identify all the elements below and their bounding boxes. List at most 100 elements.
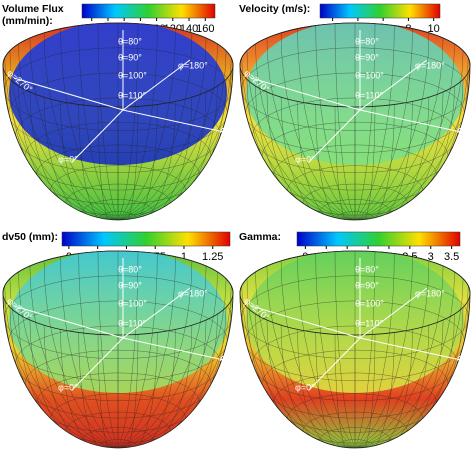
angle-label: θ=90°	[355, 280, 379, 290]
spoke	[122, 287, 191, 339]
colorbar-tick-label: 1.25	[202, 251, 223, 263]
mesh-line	[354, 332, 395, 448]
angle-label: θ=110°	[355, 90, 384, 100]
mesh-line	[241, 285, 356, 448]
mesh-line	[280, 325, 356, 448]
mesh-line	[29, 265, 119, 448]
panel: 00.511.522.533.5Gamma:θ=80°θ=90°θ=100°θ=…	[239, 231, 474, 449]
mesh-line	[354, 278, 464, 448]
mesh-line	[354, 43, 455, 220]
angle-label: φ=0°	[295, 154, 315, 164]
mesh-line	[354, 271, 455, 448]
mesh-line	[29, 91, 119, 220]
mesh-line	[117, 97, 193, 220]
mesh-line	[354, 329, 413, 448]
rim	[2, 22, 234, 108]
mesh-line	[9, 50, 119, 220]
angle-label: φ=90°	[455, 353, 474, 380]
angle-label: θ=80°	[355, 36, 379, 46]
mesh-line	[297, 256, 356, 448]
mesh-line	[78, 253, 119, 448]
mesh-line	[241, 57, 356, 220]
mesh-line	[354, 91, 444, 220]
mesh-line	[315, 253, 356, 448]
angle-label: φ=90°	[218, 125, 239, 152]
angle-label: φ=90°	[455, 125, 474, 152]
colorbar-label: dv50 (mm):	[2, 231, 58, 243]
angle-label: φ=180°	[415, 60, 445, 70]
mesh-line	[117, 253, 158, 448]
colorbar-label: (mm/min):	[2, 15, 53, 27]
mesh	[240, 23, 470, 220]
mesh-line	[18, 271, 119, 448]
spoke	[250, 77, 361, 111]
mesh-line	[78, 332, 119, 448]
mesh-line	[354, 32, 430, 220]
spoke	[71, 337, 124, 391]
spoke	[359, 109, 462, 133]
mesh-line	[280, 32, 356, 220]
mesh-line	[18, 43, 119, 220]
mesh-line	[60, 101, 119, 220]
mesh-line	[117, 325, 193, 448]
spoke	[13, 305, 124, 339]
spoke	[122, 109, 225, 133]
mesh-line	[354, 253, 395, 448]
angle-label: φ=180°	[178, 60, 208, 70]
mesh-line	[117, 32, 193, 220]
mesh-line	[117, 271, 218, 448]
mesh-line	[354, 104, 395, 220]
mesh-line	[43, 97, 119, 220]
mesh-line	[117, 329, 176, 448]
mesh-line	[117, 91, 207, 220]
angle-label: θ=100°	[355, 70, 384, 80]
mesh-line	[354, 285, 469, 448]
mesh-line	[29, 319, 119, 448]
mesh-line	[9, 278, 119, 448]
spoke	[359, 59, 428, 111]
mesh-line	[117, 25, 158, 220]
mesh-line	[297, 329, 356, 448]
angle-label: θ=110°	[118, 90, 147, 100]
rim	[2, 250, 234, 336]
mesh-line	[354, 23, 376, 220]
mesh-line	[117, 319, 207, 448]
colorbar-tick-label: 1	[181, 251, 187, 263]
angle-label: θ=110°	[118, 318, 147, 328]
mesh-line	[43, 325, 119, 448]
mesh-line	[334, 334, 356, 448]
mesh-line	[117, 28, 176, 220]
mesh-line	[266, 37, 356, 220]
angle-label: θ=80°	[355, 264, 379, 274]
colorbar-tick-label: 160	[196, 23, 214, 35]
rim	[239, 250, 471, 336]
mesh-line	[354, 50, 464, 220]
spoke	[250, 305, 361, 339]
mesh-line	[117, 106, 139, 220]
mesh-line	[280, 97, 356, 220]
mesh-line	[117, 37, 207, 220]
mesh-line	[354, 57, 469, 220]
mesh-line	[354, 28, 413, 220]
mesh-line	[354, 25, 395, 220]
spoke	[308, 337, 361, 391]
angle-label: θ=110°	[355, 318, 384, 328]
mesh-line	[117, 278, 227, 448]
colorbar	[61, 231, 231, 247]
mesh-line	[354, 106, 376, 220]
mesh-line	[246, 50, 356, 220]
mesh-line	[43, 260, 119, 448]
angle-label: φ=180°	[178, 288, 208, 298]
mesh-line	[43, 32, 119, 220]
mesh-line	[97, 334, 119, 448]
colorbar-tick-label: 3	[428, 251, 434, 263]
mesh-line	[117, 43, 218, 220]
mesh-line	[117, 57, 232, 220]
colorbar	[81, 3, 216, 19]
mesh-line	[334, 106, 356, 220]
mesh-line	[334, 23, 356, 220]
mesh-line	[4, 57, 119, 220]
mesh-line	[60, 256, 119, 448]
spoke	[359, 337, 462, 361]
spoke	[308, 109, 361, 163]
